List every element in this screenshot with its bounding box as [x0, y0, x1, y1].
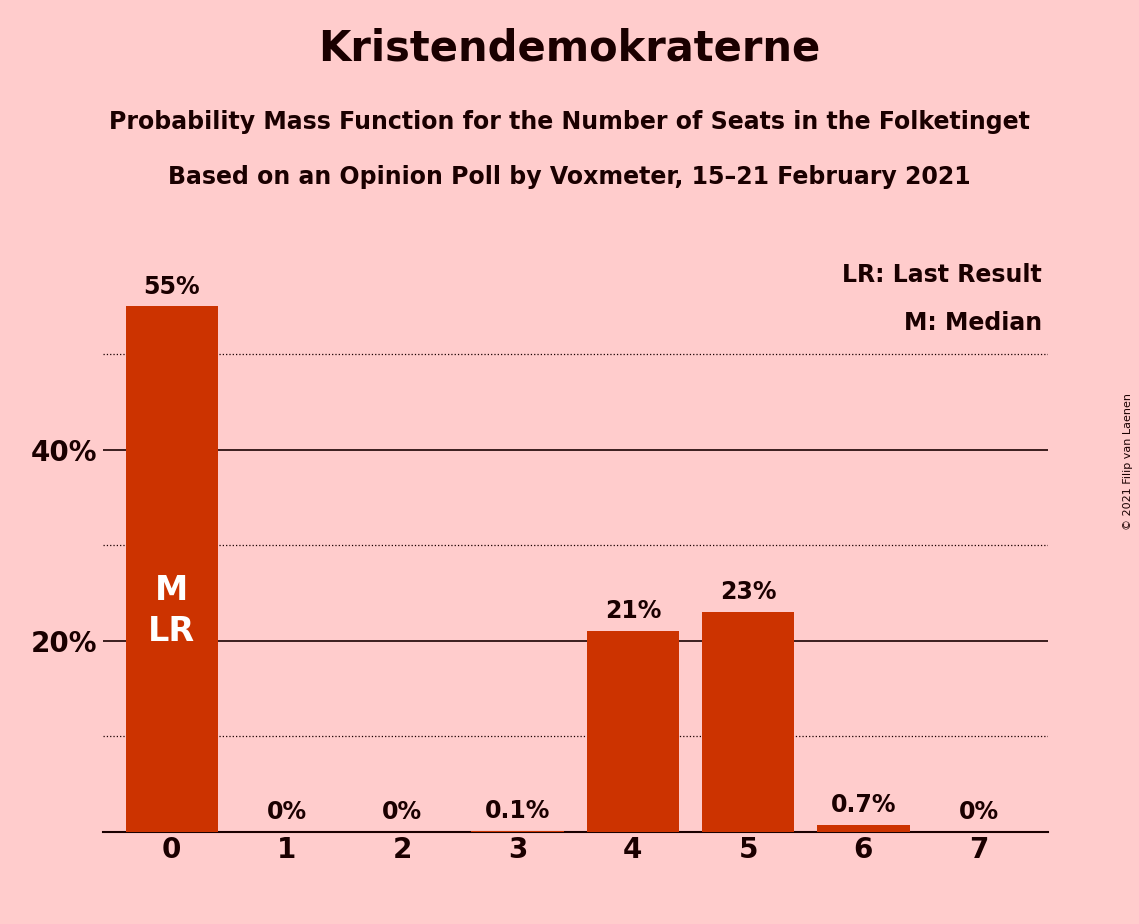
Text: LR: Last Result: LR: Last Result: [843, 263, 1042, 287]
Text: 23%: 23%: [720, 580, 777, 604]
Text: Probability Mass Function for the Number of Seats in the Folketinget: Probability Mass Function for the Number…: [109, 110, 1030, 134]
Text: 0%: 0%: [267, 800, 308, 824]
Bar: [702, 612, 794, 832]
Text: Kristendemokraterne: Kristendemokraterne: [319, 28, 820, 69]
Bar: [587, 631, 679, 832]
Text: © 2021 Filip van Laenen: © 2021 Filip van Laenen: [1123, 394, 1133, 530]
Text: M
LR: M LR: [148, 574, 195, 648]
Text: 0%: 0%: [959, 800, 999, 824]
Bar: [818, 825, 910, 832]
Text: Based on an Opinion Poll by Voxmeter, 15–21 February 2021: Based on an Opinion Poll by Voxmeter, 15…: [169, 165, 970, 189]
Text: M: Median: M: Median: [904, 311, 1042, 335]
Text: 0.7%: 0.7%: [830, 794, 896, 818]
Text: 21%: 21%: [605, 600, 661, 624]
Bar: [472, 831, 564, 832]
Text: 55%: 55%: [144, 274, 200, 298]
Bar: [125, 307, 218, 832]
Text: 0%: 0%: [383, 800, 423, 824]
Text: 0.1%: 0.1%: [485, 799, 550, 823]
